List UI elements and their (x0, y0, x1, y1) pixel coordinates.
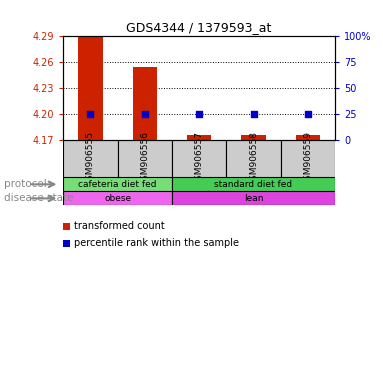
Text: GSM906557: GSM906557 (195, 131, 204, 186)
Text: lean: lean (244, 194, 263, 203)
Bar (133, 66, 157, 140)
Bar (172, 191, 335, 205)
Bar (172, 140, 226, 177)
Bar (281, 140, 335, 177)
Text: cafeteria diet fed: cafeteria diet fed (79, 180, 157, 189)
Bar (63, 191, 172, 205)
Point (142, 111, 148, 117)
Text: transformed count: transformed count (74, 221, 165, 231)
Bar (226, 140, 281, 177)
Bar (78, 36, 103, 140)
Point (305, 111, 311, 117)
Bar (118, 140, 172, 177)
Bar (187, 136, 211, 140)
Text: standard diet fed: standard diet fed (214, 180, 293, 189)
Text: percentile rank within the sample: percentile rank within the sample (74, 238, 239, 248)
Text: GSM906555: GSM906555 (86, 131, 95, 186)
Point (196, 111, 202, 117)
Bar (172, 177, 335, 191)
Text: GSM906559: GSM906559 (303, 131, 313, 186)
Title: GDS4344 / 1379593_at: GDS4344 / 1379593_at (126, 21, 272, 34)
Text: disease state: disease state (4, 194, 73, 204)
Text: protocol: protocol (4, 179, 47, 189)
Text: obese: obese (104, 194, 131, 203)
Bar (296, 136, 320, 140)
Text: GSM906558: GSM906558 (249, 131, 258, 186)
Bar (63, 140, 118, 177)
Point (87, 111, 93, 117)
Text: GSM906556: GSM906556 (140, 131, 149, 186)
Bar (241, 136, 266, 140)
Bar (63, 177, 172, 191)
Point (250, 111, 257, 117)
